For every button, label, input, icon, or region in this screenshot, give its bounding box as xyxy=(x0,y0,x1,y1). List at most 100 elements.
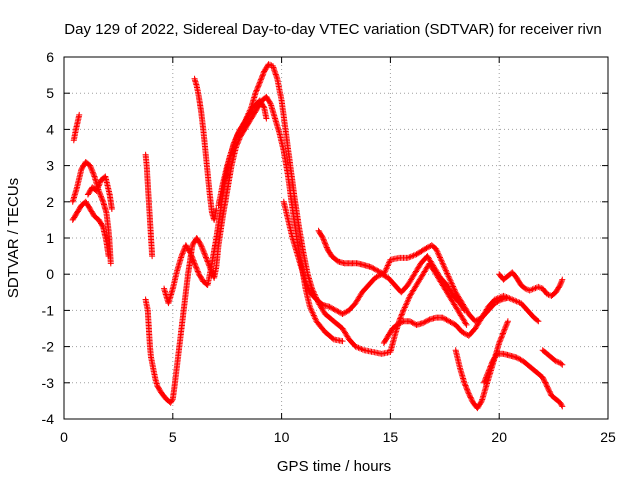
data-point-fill xyxy=(385,326,395,338)
data-point-fill xyxy=(204,171,213,196)
data-point xyxy=(302,278,309,285)
data-point-fill xyxy=(170,269,180,291)
data-point-fill xyxy=(407,283,419,298)
data-point xyxy=(552,358,559,365)
y-axis-title: SDTVAR / TECUs xyxy=(5,178,22,298)
data-point-fill xyxy=(461,381,472,396)
y-tick-label: 2 xyxy=(46,194,54,210)
data-point xyxy=(198,242,205,249)
data-point-fill xyxy=(519,283,528,291)
series-track-3 xyxy=(69,198,112,260)
data-point-fill xyxy=(215,182,226,207)
data-point-fill xyxy=(521,359,532,369)
data-point-fill xyxy=(340,308,351,317)
data-point-fill xyxy=(360,283,371,295)
data-point-fill xyxy=(340,326,352,341)
y-tick-label: 5 xyxy=(46,85,54,101)
y-tick-label: 3 xyxy=(46,158,54,174)
data-point-fill xyxy=(213,243,222,269)
data-point xyxy=(446,318,453,325)
data-point-fill xyxy=(209,236,220,265)
data-point-fill xyxy=(440,315,451,324)
data-point-fill xyxy=(238,127,247,139)
data-point xyxy=(485,368,492,375)
data-point-fill xyxy=(554,358,562,366)
data-point-fill xyxy=(74,167,84,189)
data-point-fill xyxy=(438,275,449,287)
data-point-fill xyxy=(224,142,237,168)
data-point-fill xyxy=(396,308,406,323)
data-point xyxy=(433,245,440,252)
data-point xyxy=(306,303,313,310)
data-point-fill xyxy=(242,120,252,132)
data-point-fill xyxy=(198,243,208,258)
data-point-fill xyxy=(220,164,230,186)
data-point-fill xyxy=(274,77,285,102)
data-point-fill xyxy=(501,319,511,334)
data-point xyxy=(374,267,381,274)
data-point-fill xyxy=(438,279,450,294)
data-point-fill xyxy=(381,333,391,345)
data-point xyxy=(500,329,507,336)
data-point-fill xyxy=(146,200,153,222)
data-point-fill xyxy=(399,283,410,295)
data-point xyxy=(404,254,411,261)
data-point-fill xyxy=(475,399,485,410)
data-point-fill xyxy=(387,334,398,354)
data-point-fill xyxy=(291,196,302,229)
data-point-fill xyxy=(164,397,173,405)
data-point xyxy=(531,285,538,292)
data-point xyxy=(439,260,446,267)
data-point-fill xyxy=(207,193,215,215)
data-point-fill xyxy=(316,229,326,240)
data-point-fill xyxy=(192,261,202,276)
x-tick-label: 10 xyxy=(274,429,290,445)
data-point-fill xyxy=(544,384,554,398)
data-point-fill xyxy=(155,384,165,396)
data-point-fill xyxy=(501,273,510,282)
data-point xyxy=(459,329,466,336)
data-point-fill xyxy=(331,319,345,331)
data-point-fill xyxy=(281,149,291,178)
data-point-fill xyxy=(329,254,341,264)
data-point xyxy=(544,291,551,298)
data-point-fill xyxy=(202,149,211,175)
data-point-fill xyxy=(143,164,151,186)
data-point xyxy=(544,383,551,390)
data-point-fill xyxy=(159,391,169,401)
data-point-fill xyxy=(532,315,541,324)
data-point xyxy=(191,260,198,267)
data-point-fill xyxy=(485,359,496,374)
data-point xyxy=(535,318,542,325)
data-point-fill xyxy=(261,62,271,74)
data-point-fill xyxy=(183,243,193,255)
data-point-fill xyxy=(466,392,476,405)
data-point-fill xyxy=(490,352,500,363)
data-point-fill xyxy=(302,287,313,309)
data-point-fill xyxy=(514,276,524,287)
data-point-fill xyxy=(532,284,540,292)
data-point-fill xyxy=(79,199,88,208)
data-point-fill xyxy=(496,330,506,345)
data-point-fill xyxy=(144,308,152,330)
series-track-1 xyxy=(70,111,83,144)
data-point-fill xyxy=(381,258,393,276)
y-tick-label: -1 xyxy=(42,302,55,318)
data-point xyxy=(380,271,387,278)
data-point xyxy=(504,318,511,325)
data-point xyxy=(406,318,413,325)
data-point-fill xyxy=(401,294,413,312)
data-point-fill xyxy=(553,283,563,295)
data-point xyxy=(339,338,346,345)
data-point-fill xyxy=(231,127,243,146)
series-track-6 xyxy=(142,93,346,406)
data-point-fill xyxy=(528,286,536,293)
data-point-fill xyxy=(523,286,532,293)
series-track-12 xyxy=(380,292,542,346)
data-point-fill xyxy=(525,308,537,320)
data-point-fill xyxy=(481,370,491,385)
data-point-fill xyxy=(557,278,565,287)
data-point-fill xyxy=(246,113,256,124)
data-point-fill xyxy=(244,106,256,121)
